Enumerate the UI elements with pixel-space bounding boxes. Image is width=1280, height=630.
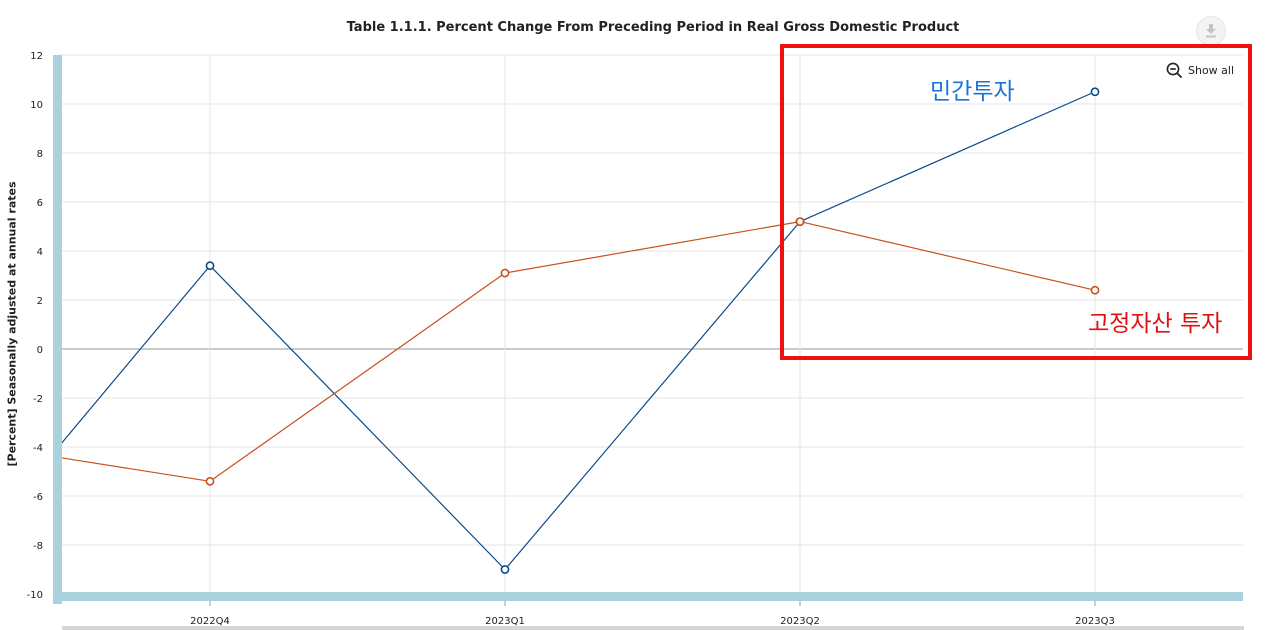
show-all-label: Show all bbox=[1188, 63, 1235, 77]
series-line-0 bbox=[62, 91, 1096, 571]
x-tick-label: 2023Q2 bbox=[780, 616, 820, 627]
y-axis-bar bbox=[53, 55, 62, 604]
data-point[interactable] bbox=[205, 476, 215, 486]
data-point[interactable] bbox=[795, 217, 805, 226]
y-tick-label: 2 bbox=[37, 296, 43, 307]
data-point[interactable] bbox=[500, 268, 510, 278]
data-point[interactable] bbox=[500, 565, 510, 574]
show-all-button[interactable]: Show all bbox=[1166, 61, 1234, 79]
y-tick-label: -6 bbox=[33, 492, 43, 503]
data-point[interactable] bbox=[205, 261, 215, 271]
zoom-out-icon bbox=[1166, 62, 1183, 78]
y-tick-label: 12 bbox=[30, 51, 43, 62]
x-tick-label: 2022Q4 bbox=[190, 616, 230, 627]
series-line-1 bbox=[62, 221, 1096, 482]
highlight-box bbox=[780, 44, 1252, 360]
annotation-private-investment: 민간투자 bbox=[930, 79, 1015, 105]
y-tick-label: 6 bbox=[37, 198, 43, 209]
x-tick-label: 2023Q1 bbox=[485, 616, 525, 627]
range-scrollbar[interactable] bbox=[62, 626, 1244, 630]
annotation-fixed-investment: 고정자산 투자 bbox=[1088, 311, 1223, 337]
data-point[interactable] bbox=[1090, 285, 1100, 295]
x-tick-label: 2023Q3 bbox=[1075, 616, 1115, 627]
y-tick-label: -10 bbox=[27, 590, 43, 601]
y-tick-label: 4 bbox=[37, 247, 43, 258]
chart-title: Table 1.1.1. Percent Change From Precedi… bbox=[346, 20, 960, 35]
x-axis-bar bbox=[53, 592, 1243, 601]
y-tick-label: -2 bbox=[33, 394, 43, 405]
y-tick-label: 8 bbox=[37, 149, 43, 160]
y-tick-label: 10 bbox=[30, 100, 43, 111]
download-icon bbox=[1206, 24, 1216, 38]
y-tick-label: -8 bbox=[33, 541, 43, 552]
y-tick-label: -4 bbox=[33, 443, 43, 454]
data-point[interactable] bbox=[1090, 87, 1100, 97]
y-tick-label: 0 bbox=[37, 345, 43, 356]
